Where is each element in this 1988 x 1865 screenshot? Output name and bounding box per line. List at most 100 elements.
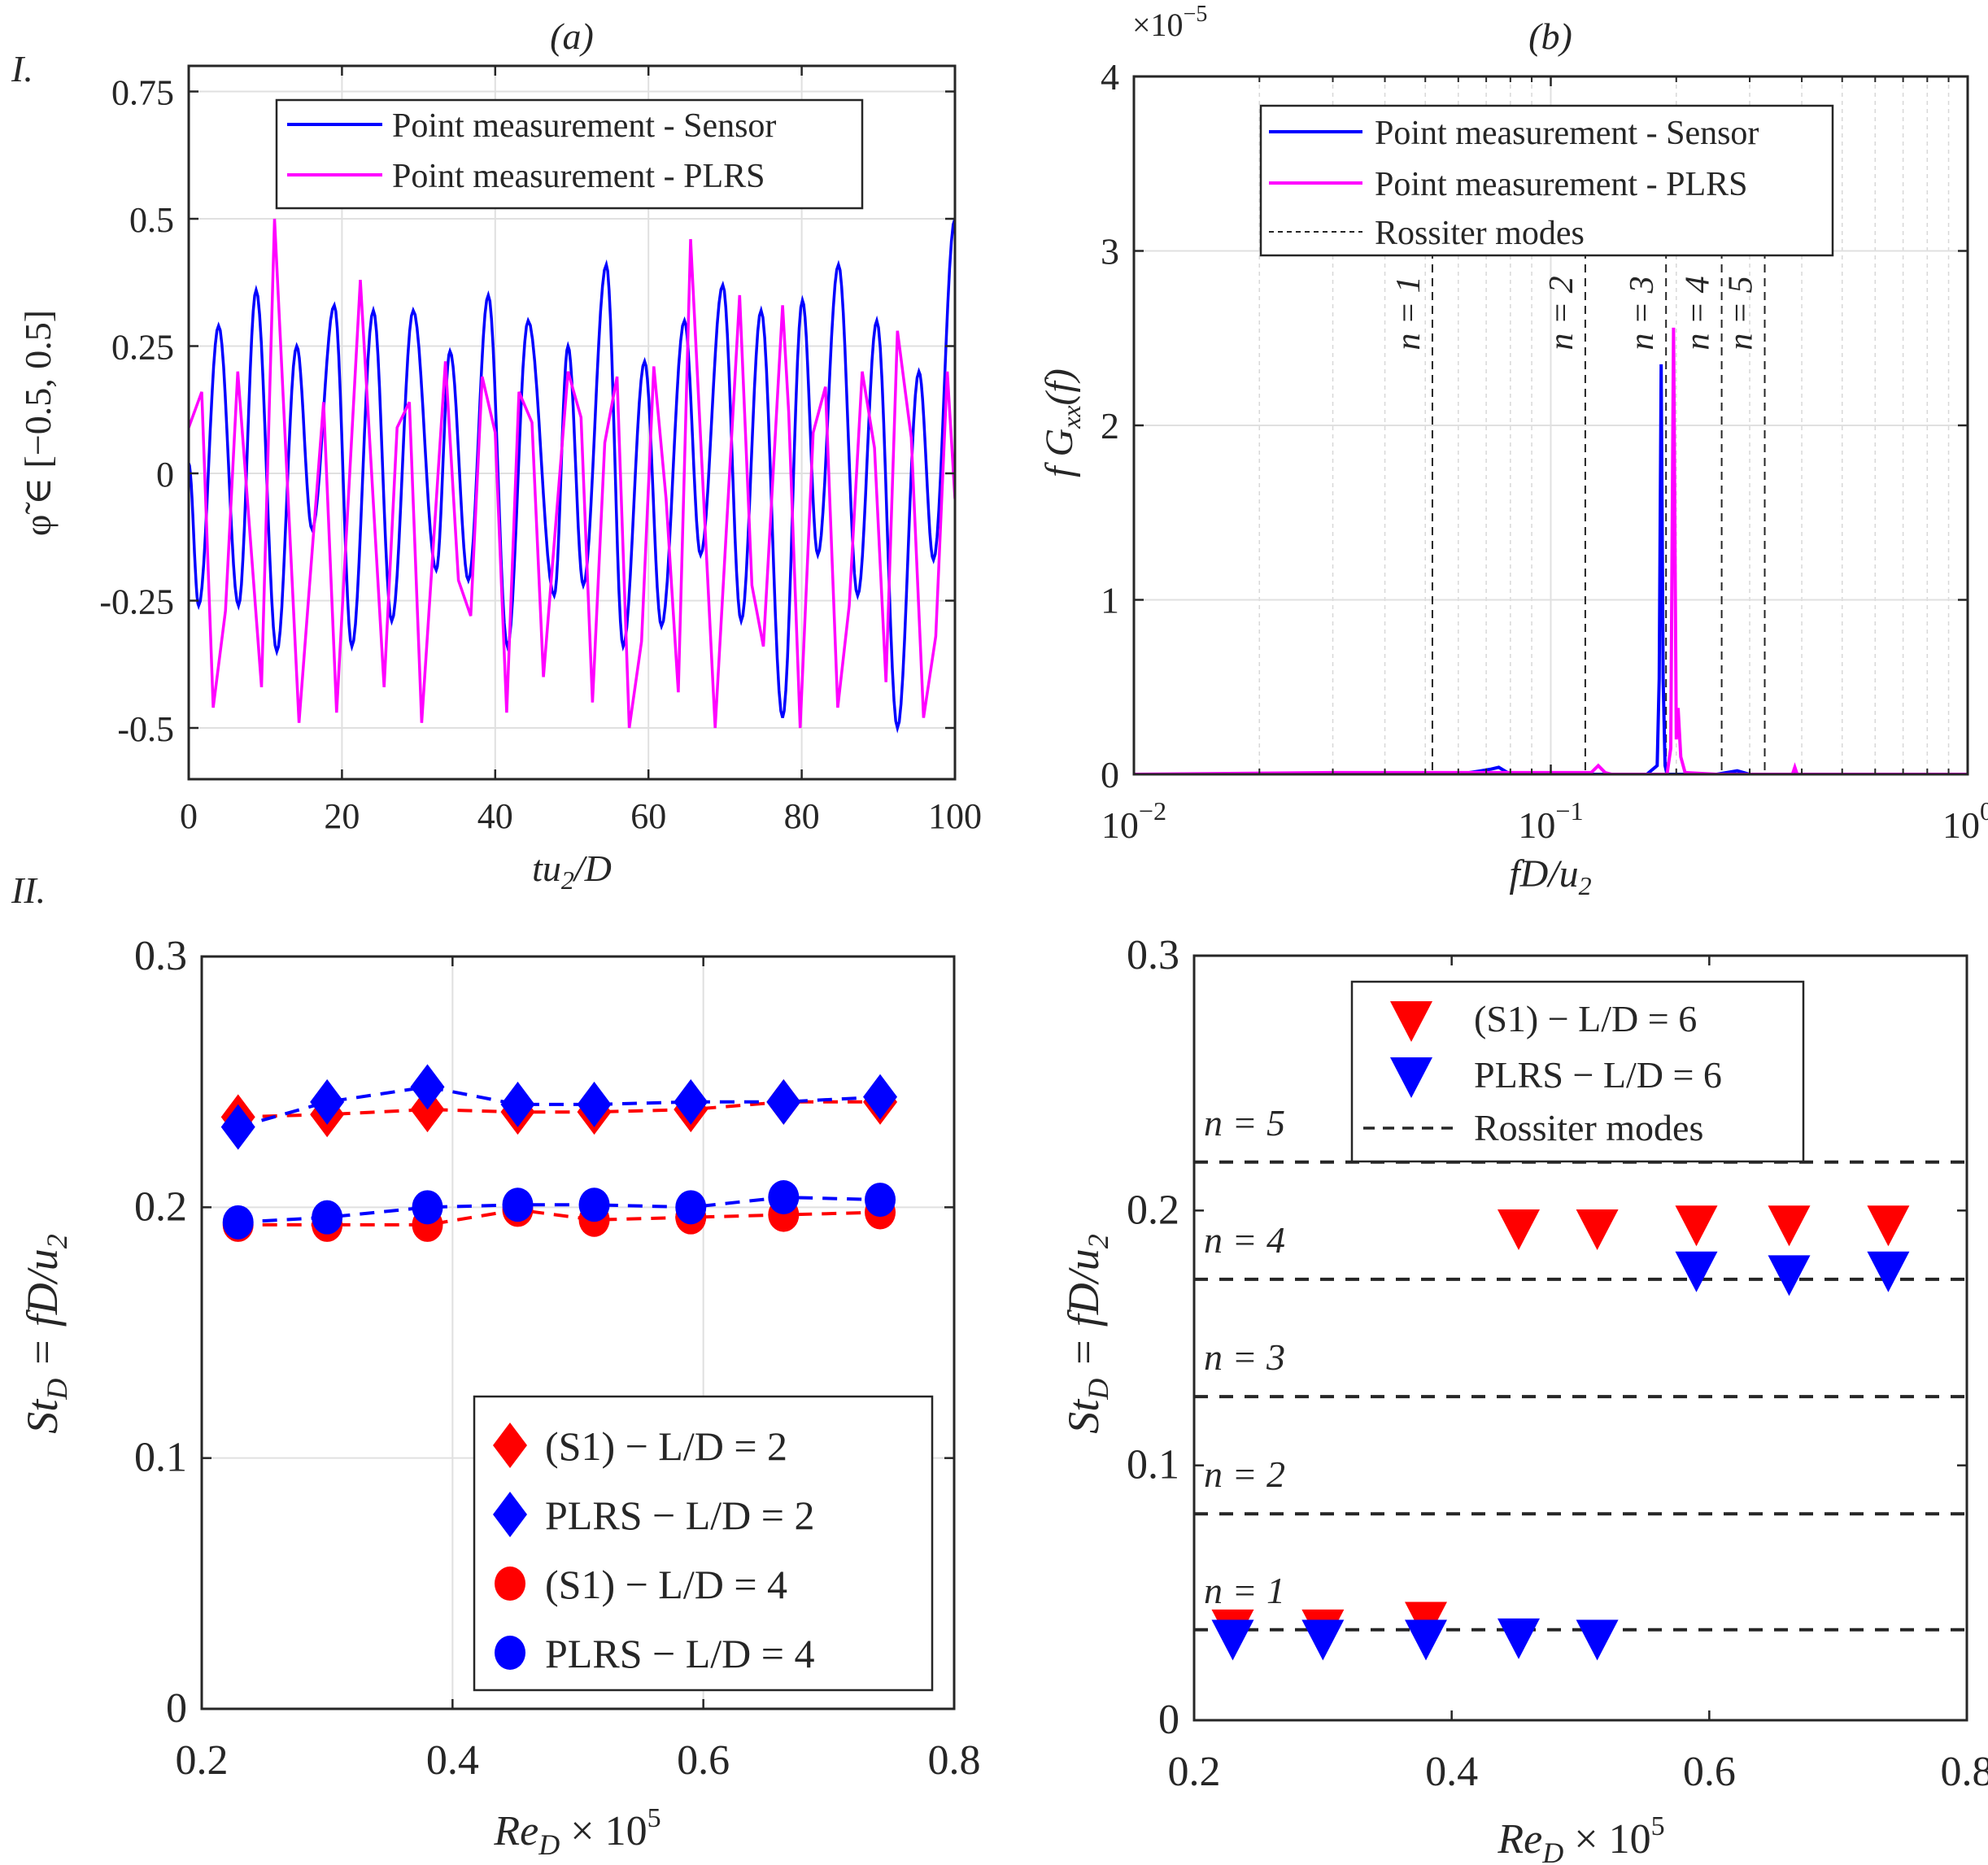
y-scale-multiplier: ×10−5 xyxy=(1132,2,1207,43)
y-tick-label: 0.75 xyxy=(111,73,174,113)
rossiter-mode-label: n = 5 xyxy=(1723,276,1760,350)
diamond-marker xyxy=(410,1064,445,1110)
y-tick-label: -0.25 xyxy=(99,582,174,622)
y-tick-label: 0.2 xyxy=(1127,1187,1179,1233)
legend-sensor-label: Point measurement - Sensor xyxy=(392,107,776,145)
diamond-marker xyxy=(310,1078,345,1125)
y-axis-label: StD = fD/u2 xyxy=(1059,1234,1114,1433)
y-tick-label: 1 xyxy=(1101,580,1119,621)
row-label-I: I. xyxy=(11,48,33,89)
x-tick-label: 0.2 xyxy=(1168,1749,1221,1795)
x-tick-label: 100 xyxy=(928,796,982,836)
legend-sensor-label: Point measurement - Sensor xyxy=(1375,115,1759,152)
x-tick-label: 10−1 xyxy=(1518,796,1583,846)
plrs-triangle-marker xyxy=(1405,1619,1447,1661)
panel-a-timeseries: 0 20 40 60 80 100 -0.5 -0.25 0 0.25 0.5 0.75 Point m… xyxy=(17,64,982,895)
s1-triangle-marker xyxy=(1576,1209,1619,1250)
legend-box xyxy=(473,1395,934,1692)
x-tick-label: 20 xyxy=(324,796,360,836)
diamond-marker xyxy=(577,1081,612,1127)
y-tick-label: 4 xyxy=(1101,56,1119,98)
series-dashed-line xyxy=(238,1195,881,1224)
legend-entry-label: PLRS − L/D = 4 xyxy=(545,1631,814,1676)
legend-rossiter-label: Rossiter modes xyxy=(1375,215,1585,252)
circle-marker xyxy=(865,1183,896,1218)
plrs-triangle-marker xyxy=(1576,1619,1619,1661)
s1-triangle-marker xyxy=(1675,1205,1718,1247)
y-tick-label: 0.1 xyxy=(1127,1442,1179,1488)
plrs-triangle-marker xyxy=(1498,1618,1540,1659)
x-tick-label: 0.8 xyxy=(1941,1749,1988,1795)
x-axis-label: tu2/D xyxy=(532,848,612,895)
rossiter-mode-label: n = 4 xyxy=(1204,1219,1285,1261)
x-axis-label: ReD × 105 xyxy=(1497,1811,1664,1865)
plot-frame xyxy=(200,955,956,1710)
y-tick-label: 0.3 xyxy=(1127,932,1179,978)
row-label-II: II. xyxy=(11,869,46,911)
plrs-triangle-marker xyxy=(1768,1255,1811,1296)
plrs-triangle-marker xyxy=(1675,1251,1718,1292)
rossiter-mode-label: n = 3 xyxy=(1624,276,1661,350)
panel-b-title: (b) xyxy=(1528,15,1572,57)
x-tick-label: 0 xyxy=(180,796,198,836)
panel-a-title: (a) xyxy=(550,15,594,57)
x-tick-label: 0.2 xyxy=(176,1737,229,1784)
circle-marker xyxy=(222,1205,254,1240)
y-axis-label: φ̃ ∈ [−0.5, 0.5] xyxy=(17,310,59,536)
x-axis-label: fD/u2 xyxy=(1509,852,1591,900)
x-tick-label: 100 xyxy=(1942,796,1988,846)
legend-box xyxy=(1350,980,1805,1163)
plrs-triangle-marker xyxy=(1867,1251,1910,1292)
x-tick-label: 0.4 xyxy=(426,1737,479,1784)
y-axis-label: StD = fD/u2 xyxy=(18,1234,73,1433)
rossiter-mode-label: n = 2 xyxy=(1204,1453,1285,1495)
panel-c-strouhal-ld2-ld4: 0.2 0.4 0.6 0.8 0 0.1 0.2 0.3 (S1) − L/D = 2 PLRS… xyxy=(18,933,981,1861)
panel-d-strouhal-ld6: n = 1 n = 2 n = 3 n = 4 n = 5 0.2 0.4 0.6 0.8 0 0.… xyxy=(1059,932,1988,1865)
y-tick-label: 0 xyxy=(1158,1697,1179,1743)
plot-frame xyxy=(187,64,957,781)
s1-triangle-marker xyxy=(1867,1205,1910,1247)
legend-entry-label: (S1) − L/D = 2 xyxy=(545,1423,787,1469)
legend-box xyxy=(275,98,864,210)
rossiter-mode-label: n = 4 xyxy=(1680,276,1717,350)
x-tick-label: 0.6 xyxy=(1683,1749,1736,1795)
legend-plrs-label: PLRS − L/D = 6 xyxy=(1474,1054,1722,1096)
circle-marker xyxy=(502,1187,534,1222)
circle-marker xyxy=(412,1190,443,1225)
legend-rossiter-label: Rossiter modes xyxy=(1474,1107,1703,1148)
plrs-series-line xyxy=(189,218,955,729)
x-tick-label: 0.6 xyxy=(677,1737,730,1784)
y-tick-label: 3 xyxy=(1101,231,1119,272)
x-tick-label: 0.4 xyxy=(1425,1749,1478,1795)
x-tick-label: 10−2 xyxy=(1101,796,1166,846)
y-tick-label: 0.1 xyxy=(134,1435,187,1481)
y-tick-label: 0.3 xyxy=(134,933,187,979)
x-axis-label: ReD × 105 xyxy=(493,1803,660,1861)
plot-frame xyxy=(1192,954,1968,1722)
legend-s1-marker xyxy=(1390,1001,1432,1042)
legend-entry-label: (S1) − L/D = 4 xyxy=(545,1562,787,1607)
rossiter-mode-label: n = 2 xyxy=(1543,276,1580,350)
y-tick-label: 0 xyxy=(1101,754,1119,795)
plrs-triangle-marker xyxy=(1301,1619,1345,1661)
y-tick-label: 0.25 xyxy=(111,328,174,368)
series-dashed-line xyxy=(238,1085,881,1129)
rossiter-mode-label: n = 3 xyxy=(1204,1336,1285,1378)
x-tick-label: 0.8 xyxy=(928,1737,981,1784)
sensor-series-line xyxy=(189,218,955,734)
diamond-marker xyxy=(674,1078,708,1125)
circle-marker xyxy=(675,1190,707,1225)
y-tick-label: 0.2 xyxy=(134,1183,187,1230)
diamond-marker xyxy=(493,1423,527,1468)
y-tick-label: 0 xyxy=(156,455,174,495)
circle-marker xyxy=(768,1180,800,1214)
legend-s1-label: (S1) − L/D = 6 xyxy=(1474,998,1697,1039)
y-tick-label: 2 xyxy=(1101,405,1119,447)
y-axis-label: f Gxx(f) xyxy=(1038,368,1086,477)
circle-marker xyxy=(312,1200,343,1235)
legend-plrs-label: Point measurement - PLRS xyxy=(1375,166,1747,203)
diamond-marker xyxy=(220,1104,255,1150)
x-tick-label: 60 xyxy=(630,796,666,836)
rossiter-mode-label: n = 1 xyxy=(1204,1570,1285,1611)
